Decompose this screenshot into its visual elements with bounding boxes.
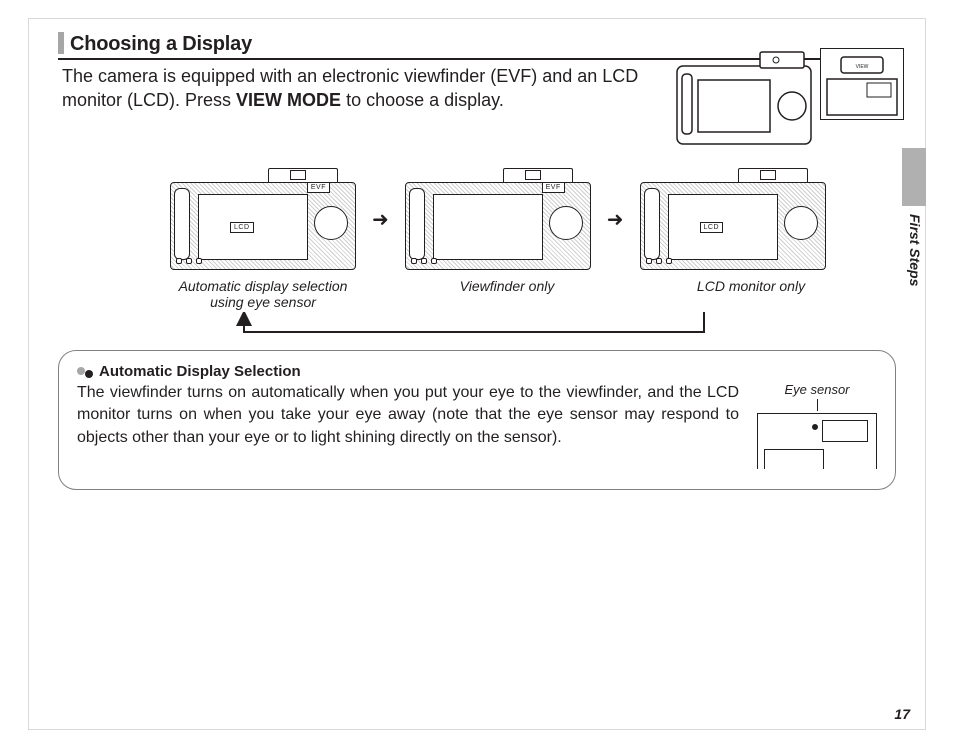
camera-mode-lcd: LCD [640,168,826,270]
page-number: 17 [894,706,910,722]
loopback-arrow [218,312,730,348]
caption-auto: Automatic display selection using eye se… [170,278,356,310]
caption-lcd: LCD monitor only [658,278,844,294]
section-header: Choosing a Display [58,32,252,56]
caption-row: Automatic display selection using eye se… [170,278,844,310]
intro-post: to choose a display. [341,90,504,110]
viewmode-badge: VIEW [856,64,869,70]
camera-mode-evf: EVF [405,168,591,270]
note-box: Automatic Display Selection The viewfind… [58,350,896,490]
intro-bold: VIEW MODE [236,90,341,110]
arrow-icon: ➜ [370,207,391,232]
page-title: Choosing a Display [70,33,252,56]
note-body-text: The viewfinder turns on automatically wh… [77,382,739,449]
eye-sensor-figure: Eye sensor [757,382,877,469]
note-title: Automatic Display Selection [99,363,301,380]
camera-mode-auto: EVF LCD [170,168,356,270]
evf-badge: EVF [542,182,565,193]
side-section-label: First Steps [907,214,923,286]
hero-camera-illustration [676,50,812,151]
intro-paragraph: The camera is equipped with an electroni… [62,64,662,113]
side-tab [902,148,926,206]
header-accent-bar [58,32,64,54]
hero-detail-panel: VIEW [820,48,904,120]
lcd-badge: LCD [700,222,724,233]
arrow-icon: ➜ [605,207,626,232]
note-icon [77,366,93,378]
caption-evf: Viewfinder only [414,278,600,294]
eye-sensor-label: Eye sensor [757,382,877,397]
display-mode-row: EVF LCD ➜ EVF ➜ LCD [170,168,826,270]
lcd-badge: LCD [230,222,254,233]
evf-badge: EVF [307,182,330,193]
